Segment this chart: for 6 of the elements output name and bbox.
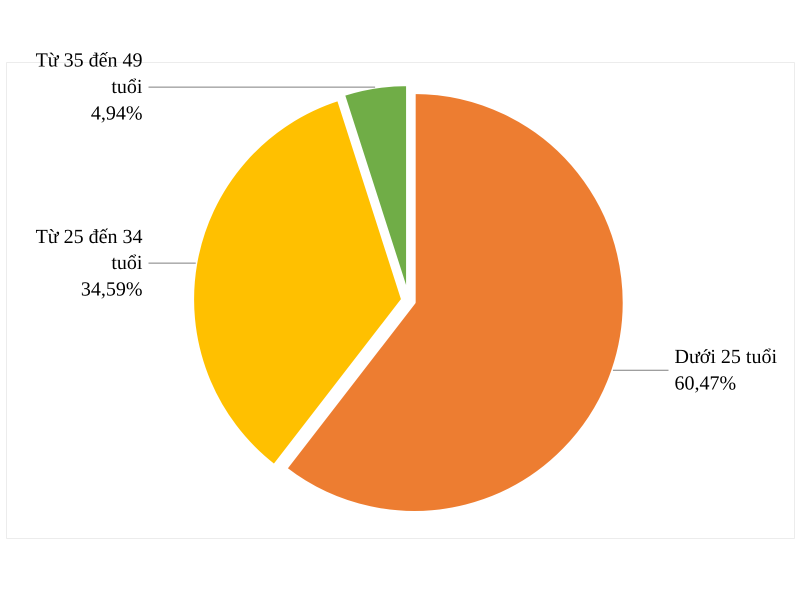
slice-label: Dưới 25 tuổi [674, 346, 778, 368]
data-label: 60,47% [674, 372, 736, 394]
data-label: 4,94% [90, 102, 143, 124]
slice-label: Từ 35 đến 49 tuổi [36, 50, 143, 98]
slice-label: Từ 25 đến 34 tuổi [36, 226, 143, 274]
data-label: 34,59% [80, 278, 143, 301]
